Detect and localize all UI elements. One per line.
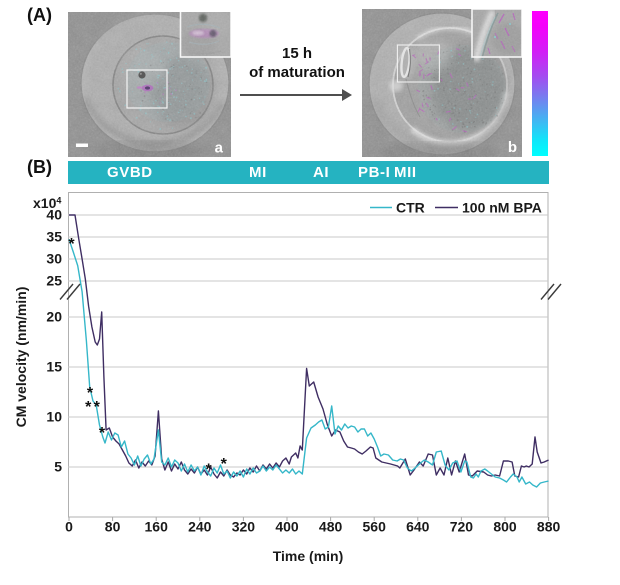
svg-text:30: 30 <box>46 251 62 267</box>
svg-text:0: 0 <box>65 519 73 535</box>
svg-text:720: 720 <box>450 519 474 535</box>
svg-text:35: 35 <box>46 229 62 245</box>
svg-text:*: * <box>87 385 94 402</box>
svg-text:Time (min): Time (min) <box>273 548 344 564</box>
svg-text:*: * <box>85 399 92 416</box>
svg-text:240: 240 <box>188 519 212 535</box>
svg-text:10: 10 <box>46 409 62 425</box>
svg-text:*: * <box>94 399 101 416</box>
svg-text:CM velocity (nm/min): CM velocity (nm/min) <box>13 287 29 428</box>
svg-text:*: * <box>99 425 106 442</box>
svg-text:*: * <box>205 462 212 479</box>
svg-text:100 nM BPA: 100 nM BPA <box>462 200 542 216</box>
svg-text:*: * <box>221 456 228 473</box>
svg-text:5: 5 <box>54 459 62 475</box>
svg-text:800: 800 <box>493 519 517 535</box>
svg-text:25: 25 <box>46 273 62 289</box>
svg-text:480: 480 <box>319 519 343 535</box>
svg-text:x104: x104 <box>33 195 61 211</box>
svg-text:400: 400 <box>275 519 299 535</box>
svg-text:880: 880 <box>537 519 561 535</box>
svg-text:80: 80 <box>105 519 121 535</box>
svg-text:b: b <box>508 139 517 156</box>
svg-text:*: * <box>68 236 75 253</box>
svg-text:20: 20 <box>46 309 62 325</box>
svg-text:640: 640 <box>406 519 430 535</box>
svg-text:15: 15 <box>46 359 62 375</box>
svg-text:320: 320 <box>232 519 256 535</box>
svg-text:CTR: CTR <box>396 200 425 216</box>
svg-text:560: 560 <box>363 519 387 535</box>
svg-text:160: 160 <box>145 519 169 535</box>
svg-text:40: 40 <box>46 207 62 223</box>
svg-text:a: a <box>215 140 224 157</box>
